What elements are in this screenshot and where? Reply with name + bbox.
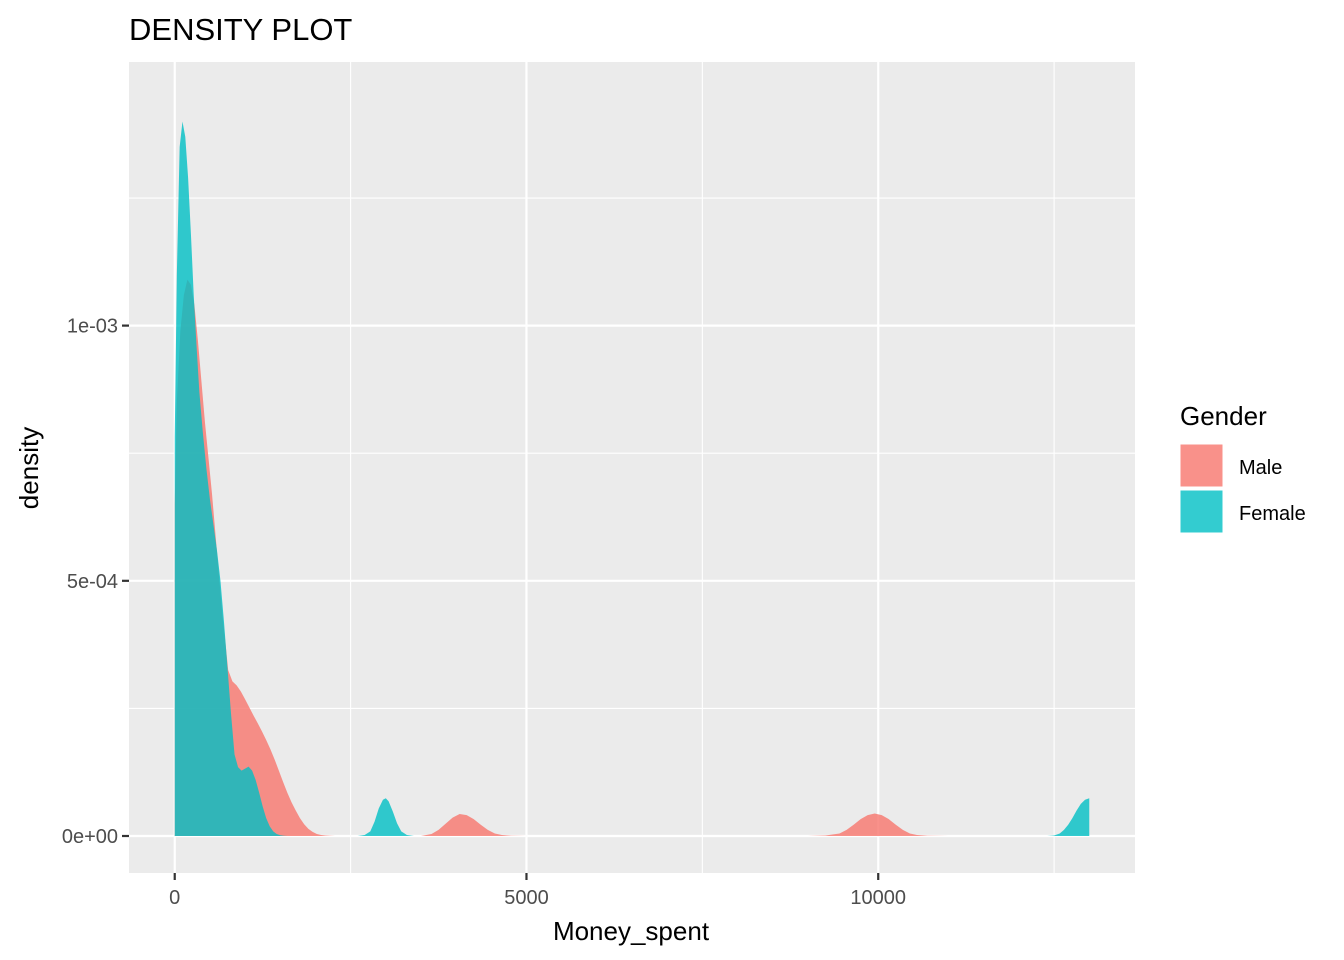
legend-entries: Male Female [1179,443,1306,534]
x-tick-label: 0 [169,887,180,909]
density-areas [174,121,1090,836]
x-tick-label: 10000 [850,887,906,909]
chart-title: DENSITY PLOT [129,12,352,47]
y-tick-label: 5e-04 [67,571,118,593]
y-tick-label: 0e+00 [62,826,118,848]
x-tick-label: 5000 [504,887,549,909]
plot-panel [129,62,1135,873]
y-axis-title: density [14,427,44,509]
major-grid [129,62,1135,873]
x-axis-title: Money_spent [553,916,710,946]
legend-key-male [1179,443,1224,488]
y-tick-label: 1e-03 [67,316,118,338]
x-axis: 0 5000 10000 [169,873,906,909]
legend-key-female [1179,489,1224,534]
y-axis: 0e+00 5e-04 1e-03 [62,316,129,848]
legend-title: Gender [1180,401,1267,431]
density-area-male [174,279,1090,836]
legend-label-female: Female [1239,503,1306,525]
minor-grid [129,62,1135,873]
legend-label-male: Male [1239,457,1282,479]
legend: Gender Male Female [1179,401,1306,534]
